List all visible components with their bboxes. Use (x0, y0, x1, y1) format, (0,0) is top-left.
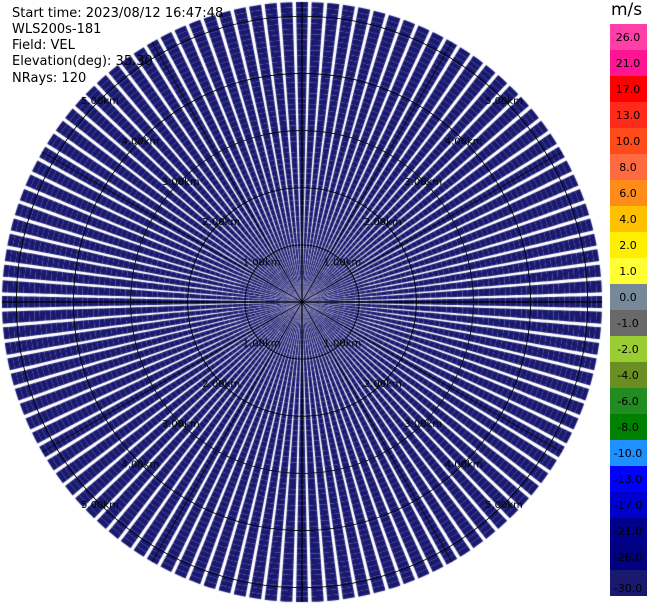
range-ring-label: 3.00km (404, 177, 442, 188)
azimuth-spoke (301, 151, 562, 303)
colorbar-segment (610, 76, 647, 103)
colorbar-segment (610, 414, 647, 441)
colorbar-tick-label: 2.0 (619, 239, 637, 252)
colorbar-tick-label: 10.0 (616, 135, 641, 148)
colorbar-tick-label: -30.0 (614, 582, 642, 595)
range-ring-label: 3.00km (404, 419, 442, 430)
range-ring-label: 5.00km (81, 96, 119, 107)
range-ring-label: 4.00km (121, 136, 159, 147)
colorbar-tick-label: 1.0 (619, 265, 637, 278)
colorbar-segment (610, 362, 647, 389)
colorbar-segment (610, 336, 647, 363)
azimuth-spoke (301, 42, 453, 303)
range-ring-label: 2.00km (364, 217, 402, 228)
colorbar-segment (610, 388, 647, 415)
colorbar-tick-label: -8.0 (617, 421, 638, 434)
azimuth-spoke (151, 301, 303, 562)
colorbar-segment (610, 180, 647, 207)
colorbar-segment (610, 518, 647, 545)
colorbar-tick-label: -6.0 (617, 395, 638, 408)
nrays-label: NRays: 120 (12, 71, 87, 86)
colorbar-tick-label: 21.0 (616, 57, 641, 70)
colorbar-segment (610, 284, 647, 311)
range-ring-label: 1.00km (243, 338, 281, 349)
colorbar-segment (610, 50, 647, 77)
range-ring-label: 4.00km (121, 460, 159, 471)
colorbar-title: m/s (611, 0, 643, 20)
colorbar-tick-label: -26.0 (614, 551, 642, 564)
colorbar-tick-label: -17.0 (614, 499, 642, 512)
colorbar-segment (610, 24, 647, 51)
azimuth-spoke (42, 151, 303, 303)
colorbar-segment (610, 128, 647, 155)
colorbar-tick-label: -13.0 (614, 473, 642, 486)
colorbar-segment (610, 570, 647, 596)
range-ring-label: 2.00km (364, 379, 402, 390)
range-ring-overlay: 1.00km 1.00km 1.00km 1.00km 2.00km 2.00km 2.00… (2, 2, 602, 602)
field-label: Field: VEL (12, 38, 75, 53)
azimuth-spoke (42, 301, 303, 453)
colorbar-segment (610, 440, 647, 467)
colorbar-tick-label: -1.0 (617, 317, 638, 330)
range-ring-label: 4.00km (445, 460, 483, 471)
colorbar-tick-label: -21.0 (614, 525, 642, 538)
colorbar-segment (610, 206, 647, 233)
colorbar-tick-label: -10.0 (614, 447, 642, 460)
elevation-label: Elevation(deg): 35.30 (12, 54, 153, 69)
range-ring-label: 2.00km (202, 379, 240, 390)
colorbar-tick-label: 4.0 (619, 213, 637, 226)
colorbar-tick-label: -4.0 (617, 369, 638, 382)
colorbar-tick-label: 8.0 (619, 161, 637, 174)
range-ring-label: 4.00km (445, 136, 483, 147)
colorbar: 26.0 21.0 17.0 13.0 10.0 8.0 6.0 4.0 2.0 1.0 0.0 -1… (610, 24, 647, 596)
colorbar-tick-label: 13.0 (616, 109, 641, 122)
colorbar-segment (610, 310, 647, 337)
azimuth-spoke (151, 42, 303, 303)
azimuth-spoke (301, 301, 453, 562)
colorbar-tick-label: 6.0 (619, 187, 637, 200)
range-ring-label: 3.00km (162, 177, 200, 188)
range-ring-label: 5.00km (485, 96, 523, 107)
range-ring-label: 5.00km (485, 500, 523, 511)
colorbar-segment (610, 102, 647, 129)
colorbar-segment (610, 492, 647, 519)
colorbar-tick-label: 0.0 (619, 291, 637, 304)
colorbar-segment (610, 258, 647, 285)
colorbar-tick-label: 17.0 (616, 83, 641, 96)
range-ring-label: 3.00km (162, 419, 200, 430)
colorbar-segment (610, 544, 647, 571)
colorbar-segment (610, 466, 647, 493)
instrument-label: WLS200s-181 (12, 22, 102, 37)
colorbar-tick-label: 26.0 (616, 31, 641, 44)
colorbar-segment (610, 232, 647, 259)
colorbar-segment (610, 154, 647, 181)
range-ring-label: 2.00km (202, 217, 240, 228)
azimuth-spoke (301, 301, 562, 453)
colorbar-tick-label: -2.0 (617, 343, 638, 356)
range-ring-label: 1.00km (323, 258, 361, 269)
start-time-label: Start time: 2023/08/12 16:47:48 (12, 6, 224, 21)
range-ring-label: 5.00km (81, 500, 119, 511)
range-ring-label: 1.00km (243, 258, 281, 269)
range-ring-label: 1.00km (323, 338, 361, 349)
